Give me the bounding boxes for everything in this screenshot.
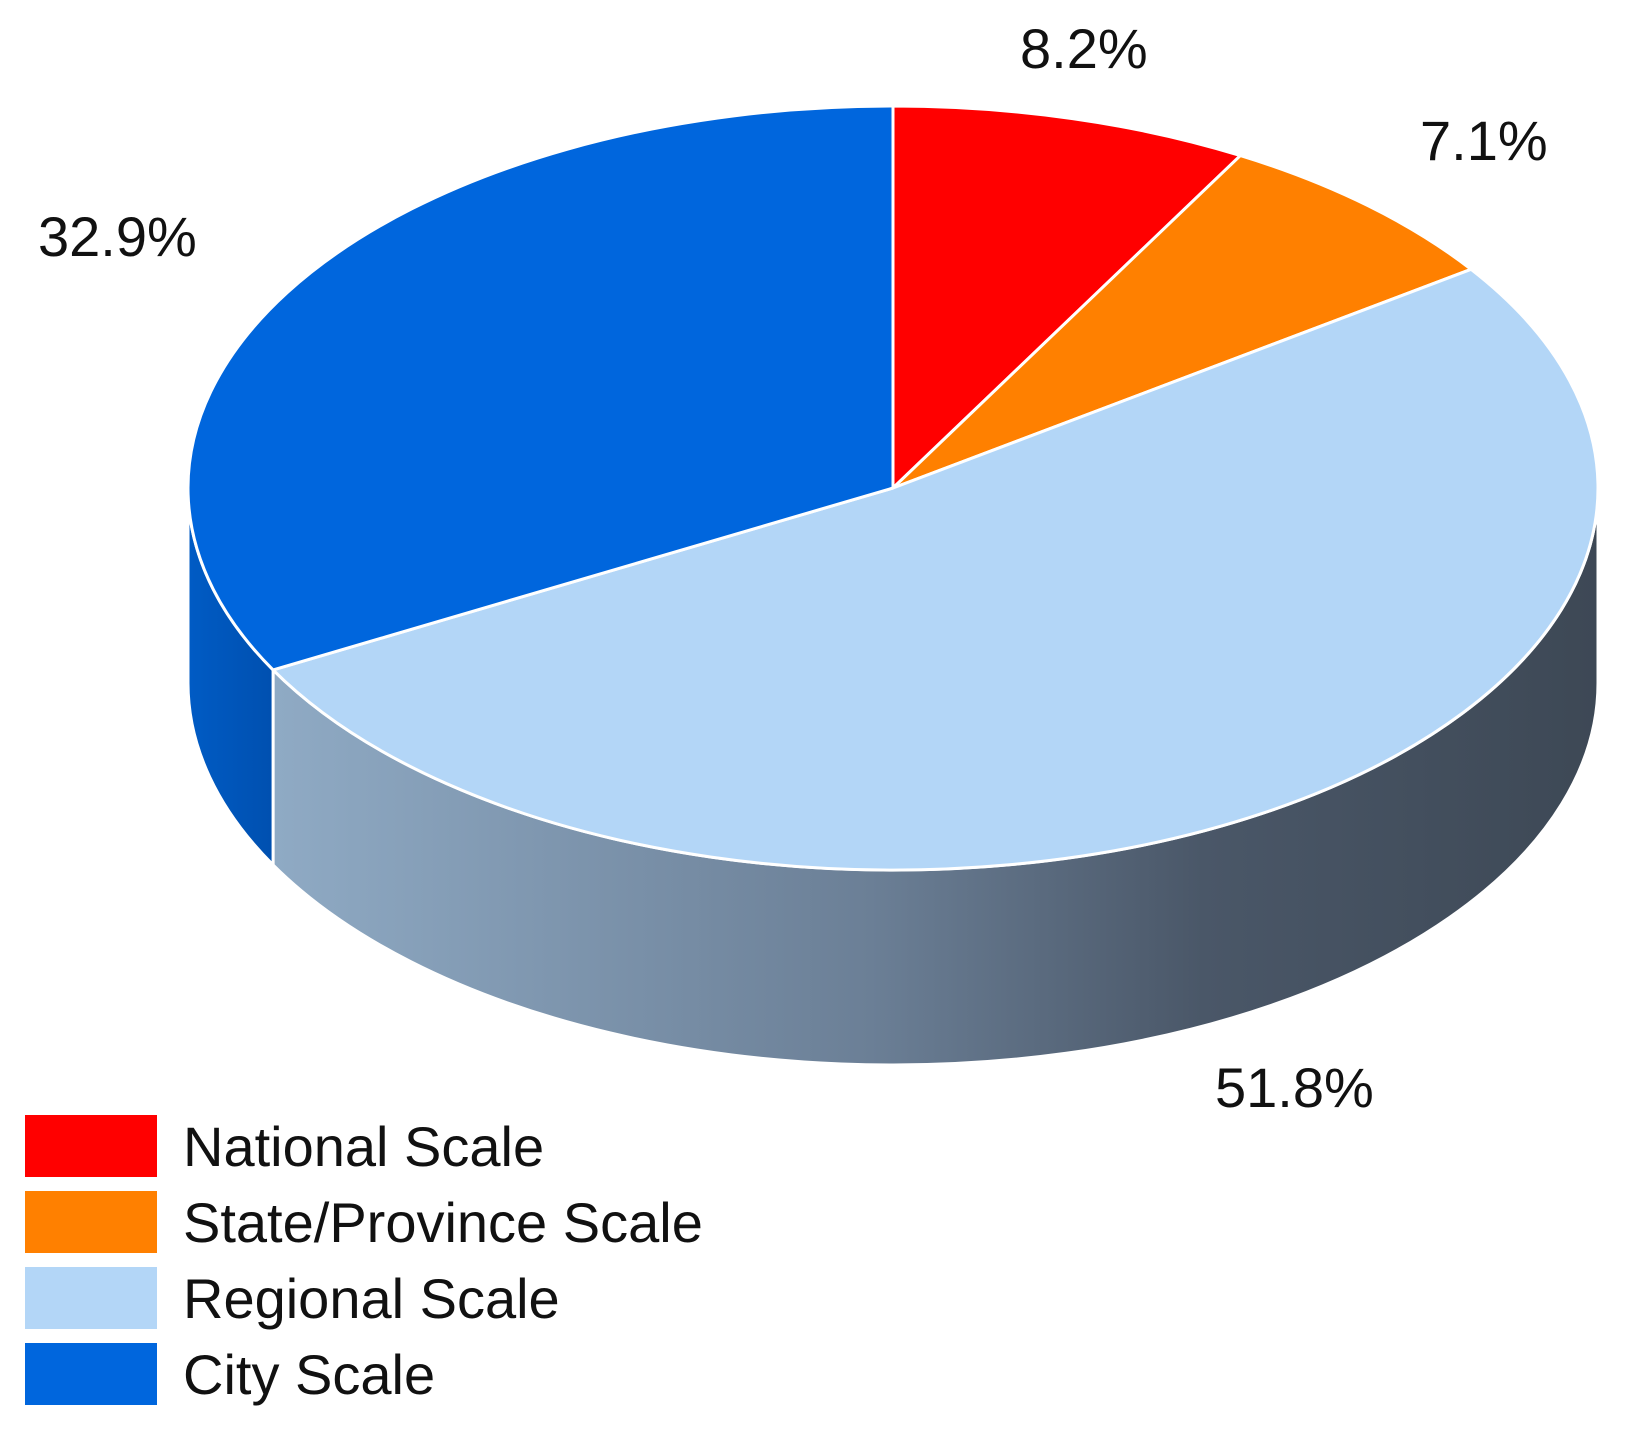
data-label-national: 8.2%	[1020, 17, 1148, 80]
data-label-city: 32.9%	[38, 205, 197, 268]
legend-item-state-province: State/Province Scale	[25, 1184, 703, 1260]
legend-label-city: City Scale	[183, 1342, 436, 1406]
pie-slice-state-province-scale	[891, 154, 1473, 490]
legend-swatch-state-province	[25, 1191, 157, 1253]
pie-slice-national-scale	[891, 104, 1242, 490]
legend-item-city: City Scale	[25, 1336, 703, 1412]
pie-slice-regional-scale	[271, 267, 1600, 872]
data-label-state-province: 7.1%	[1420, 109, 1548, 172]
legend-swatch-city	[25, 1343, 157, 1405]
legend-item-regional: Regional Scale	[25, 1260, 703, 1336]
legend-label-national: National Scale	[183, 1114, 545, 1178]
legend-label-state-province: State/Province Scale	[183, 1190, 703, 1254]
legend-item-national: National Scale	[25, 1108, 703, 1184]
legend-swatch-regional	[25, 1267, 157, 1329]
legend: National Scale State/Province Scale Regi…	[25, 1108, 703, 1412]
pie-data-labels: 8.2% 7.1% 51.8% 32.9%	[38, 17, 1548, 1119]
data-label-regional: 51.8%	[1215, 1056, 1374, 1119]
pie-top-faces	[186, 104, 1600, 872]
legend-label-regional: Regional Scale	[183, 1266, 560, 1330]
pie-slice-city-scale	[186, 104, 895, 672]
legend-swatch-national	[25, 1115, 157, 1177]
